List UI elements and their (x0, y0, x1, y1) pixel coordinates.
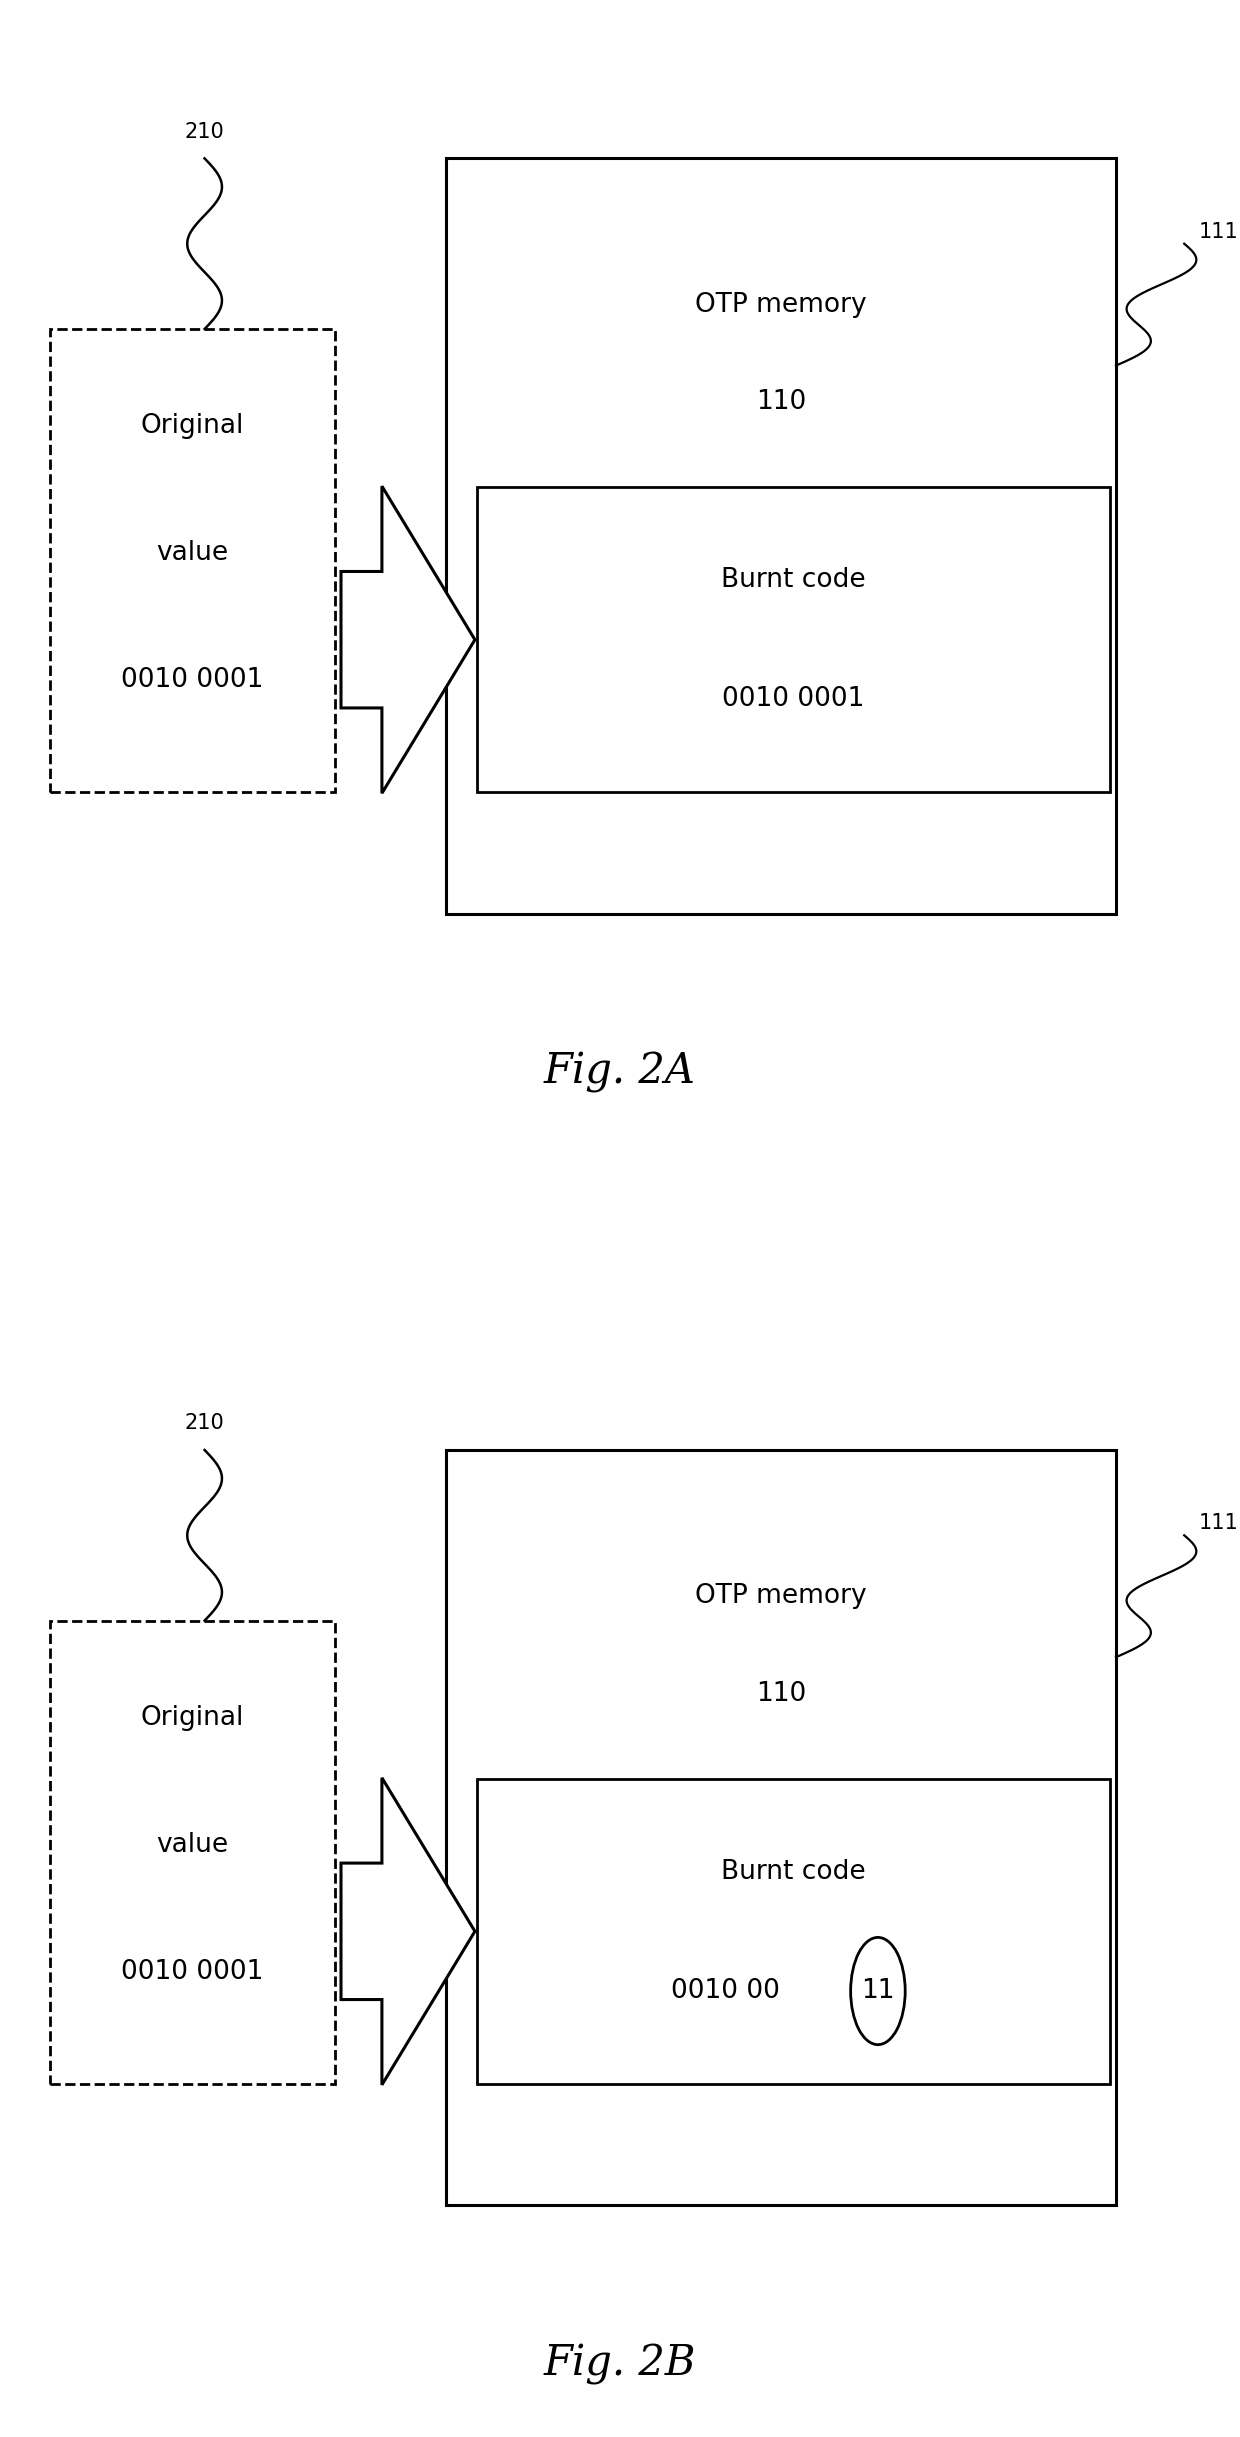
Text: Original: Original (140, 414, 244, 439)
Text: 0010 00: 0010 00 (671, 1979, 780, 2003)
Text: 111: 111 (1199, 1513, 1239, 1533)
Polygon shape (341, 1779, 475, 2084)
Text: 210: 210 (185, 1413, 224, 1433)
Text: 111: 111 (1199, 222, 1239, 241)
Text: 11: 11 (861, 1979, 895, 2003)
Text: 0010 0001: 0010 0001 (122, 1959, 263, 1984)
Bar (477, 487, 1110, 792)
Text: 0010 0001: 0010 0001 (122, 668, 263, 692)
Bar (446, 1450, 1116, 2205)
Text: 110: 110 (756, 1682, 806, 1706)
Text: 110: 110 (756, 390, 806, 414)
Text: Original: Original (140, 1706, 244, 1730)
Text: Fig. 2B: Fig. 2B (544, 2342, 696, 2386)
Text: 0010 0001: 0010 0001 (723, 687, 864, 712)
Text: OTP memory: OTP memory (696, 292, 867, 317)
Text: value: value (156, 541, 228, 565)
Text: value: value (156, 1833, 228, 1857)
Text: 210: 210 (185, 122, 224, 141)
Text: Burnt code: Burnt code (722, 568, 866, 592)
Bar (477, 1779, 1110, 2084)
Bar (50, 1621, 335, 2084)
Polygon shape (341, 487, 475, 792)
Text: Fig. 2A: Fig. 2A (544, 1050, 696, 1094)
Text: OTP memory: OTP memory (696, 1584, 867, 1608)
Text: Burnt code: Burnt code (722, 1859, 866, 1884)
Bar (446, 158, 1116, 914)
Bar (50, 329, 335, 792)
